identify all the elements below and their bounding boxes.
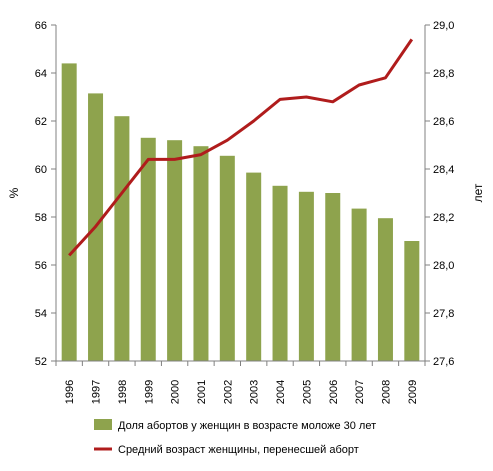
x-tick-label: 2005 [301, 380, 313, 404]
x-tick-label: 2007 [354, 380, 366, 404]
axes-layer: 52 54 56 58 60 62 64 66 27,6 27,8 28,0 28,2 28,4 28,6… [7, 20, 485, 404]
x-tick-label: 1996 [64, 380, 76, 404]
bar [377, 218, 393, 361]
legend-line-label: Средний возраст женщины, перенесшей абор… [118, 444, 359, 456]
left-tick-label: 52 [35, 356, 47, 368]
legend-bar-swatch [94, 419, 112, 430]
x-tick-label: 2002 [222, 380, 234, 404]
left-tick-label: 54 [35, 308, 47, 320]
bar [246, 172, 262, 361]
x-tick-label: 2006 [328, 380, 340, 404]
x-tick-label: 2003 [249, 380, 261, 404]
left-tick-label: 64 [35, 68, 47, 80]
x-tick-label: 2004 [275, 380, 287, 404]
bar [325, 193, 341, 361]
bars-layer [61, 63, 420, 362]
y2-axis-title: лет [471, 183, 485, 202]
bar [114, 116, 130, 361]
bar [219, 155, 235, 361]
right-tick-label: 28,6 [433, 116, 454, 128]
legend-bar-label: Доля абортов у женщин в возрасте моложе … [118, 420, 376, 432]
bar [140, 137, 156, 361]
left-tick-label: 62 [35, 116, 47, 128]
line-layer [68, 38, 414, 257]
bar [193, 146, 209, 361]
left-tick-label: 66 [35, 20, 47, 32]
right-tick-label: 28,0 [433, 260, 454, 272]
bar [351, 208, 367, 361]
bar [272, 185, 288, 361]
right-tick-label: 28,4 [433, 164, 454, 176]
x-tick-label: 2000 [170, 380, 182, 404]
y-axis-title: % [7, 187, 21, 198]
right-tick-label: 28,2 [433, 212, 454, 224]
bar [61, 63, 77, 362]
right-tick-label: 29,0 [433, 20, 454, 32]
left-tick-label: 56 [35, 260, 47, 272]
bar [298, 191, 314, 361]
right-tick-label: 27,8 [433, 308, 454, 320]
x-tick-label: 1998 [117, 380, 129, 404]
line-series [68, 38, 414, 257]
x-tick-label: 2008 [380, 380, 392, 404]
left-tick-label: 58 [35, 212, 47, 224]
bar [167, 140, 183, 361]
x-tick-label: 1999 [143, 380, 155, 404]
right-tick-label: 28,8 [433, 68, 454, 80]
left-tick-label: 60 [35, 164, 47, 176]
x-tick-label: 2001 [196, 380, 208, 404]
x-tick-label: 2009 [407, 380, 419, 404]
x-tick-label: 1997 [91, 380, 103, 404]
bar [404, 241, 420, 361]
legend: Доля абортов у женщин в возрасте моложе … [94, 419, 376, 456]
right-tick-label: 27,6 [433, 356, 454, 368]
